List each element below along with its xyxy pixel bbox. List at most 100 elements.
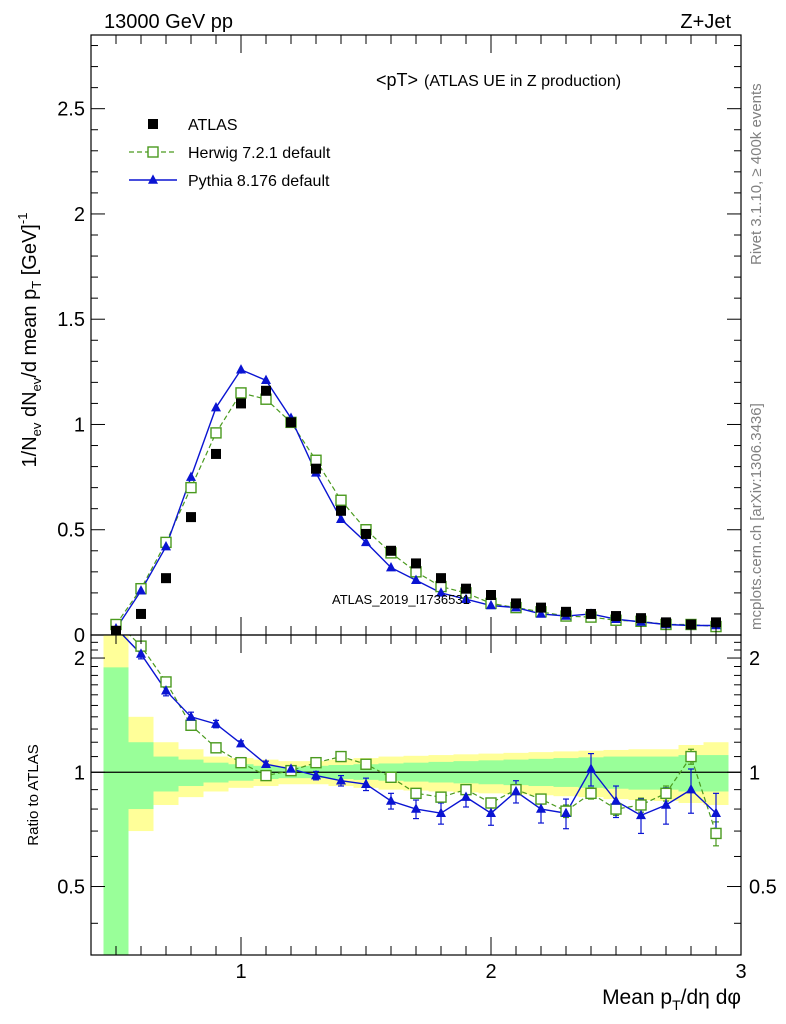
atlas-point (386, 545, 396, 556)
ratio-plot: 0.5 0.5 1 1 2 2 1 2 3 Ratio to ATLAS Mean pT/dη … (25, 634, 777, 1013)
pythia-point (336, 513, 346, 523)
ratio-y-tick-label: 1 (74, 762, 85, 784)
ratio-bands-layer (91, 635, 741, 955)
herwig-point (335, 750, 347, 763)
main-axes-layer: 0 0.5 1 1.5 2 2.5 (57, 35, 741, 647)
plot-title-main: <pT> (376, 70, 418, 90)
pythia-point (411, 574, 421, 585)
main-series-layer (110, 364, 722, 636)
pythia-point (361, 536, 371, 547)
ratio-band-inner (703, 755, 729, 792)
herwig-point (235, 756, 247, 769)
ratio-series-layer (121, 635, 722, 847)
pythia-point (486, 599, 496, 610)
pythia-point (161, 685, 171, 695)
pythia-point (411, 803, 421, 813)
pythia-point (436, 587, 446, 597)
herwig-point (360, 758, 372, 770)
plot-title: <pT> (ATLAS UE in Z production) (376, 70, 621, 90)
ratio-y-axis-label: Ratio to ATLAS (25, 744, 42, 845)
legend-atlas-marker (148, 119, 158, 129)
rivet-label: Rivet 3.1.10, ≥ 400k events (748, 83, 765, 265)
herwig-point (610, 803, 622, 815)
herwig-point (210, 742, 222, 754)
y-tick-label: 1.5 (57, 309, 85, 331)
atlas-point (561, 606, 571, 617)
herwig-point (260, 769, 272, 782)
plot-title-sub: (ATLAS UE in Z production) (424, 73, 621, 90)
x-tick-label: 3 (735, 961, 746, 983)
header-left-label: 13000 GeV pp (104, 11, 233, 33)
pythia-point (186, 471, 196, 481)
pythia-point (536, 608, 546, 618)
herwig-point (485, 797, 497, 809)
pythia-point (386, 795, 396, 805)
legend-label: Herwig 7.2.1 default (188, 145, 331, 162)
pythia-point (211, 718, 221, 728)
herwig-point (685, 750, 697, 763)
herwig-point (147, 146, 159, 158)
pythia-point (186, 711, 196, 721)
atlas-point (236, 398, 246, 409)
pythia-point (686, 784, 696, 794)
y-tick-label: 0.5 (57, 520, 85, 542)
pythia-point (611, 795, 621, 805)
ratio-axes-layer: 0.5 0.5 1 1 2 2 1 2 3 (57, 635, 777, 983)
legend: ATLAS Herwig 7.2.1 default Pythia 8.176 de… (129, 117, 331, 190)
atlas-point (461, 583, 471, 594)
pythia-point (136, 648, 146, 658)
atlas-point (486, 590, 496, 600)
herwig-point (335, 494, 347, 506)
main-y-axis-label: 1/Nev dNev/d mean pT [GeV]-1 (15, 213, 44, 468)
atlas-point (611, 611, 621, 622)
pythia-point (461, 791, 471, 801)
herwig-point (310, 756, 322, 769)
mcplots-label: mcplots.cern.ch [arXiv:1306.3436] (748, 403, 765, 630)
pythia-point (511, 785, 521, 796)
herwig-point (535, 793, 547, 805)
pythia-point (586, 763, 596, 773)
atlas-point (411, 558, 421, 569)
ratio-band-inner (153, 756, 179, 792)
atlas-point (336, 505, 346, 516)
pythia-point (286, 763, 296, 773)
herwig-point (210, 427, 222, 439)
herwig-point (235, 387, 247, 399)
herwig-point (585, 787, 597, 800)
atlas-point (136, 608, 146, 619)
herwig-point (410, 787, 422, 800)
herwig-point (710, 827, 722, 840)
pythia-point (386, 562, 396, 572)
pythia-point (361, 778, 371, 788)
header-right-label: Z+Jet (680, 11, 731, 33)
y-tick-label: 2 (74, 204, 85, 226)
main-plot: ATLAS_2019_I1736531 0 0.5 1 1.5 2 2.5 <pT> (A… (15, 34, 742, 647)
x-tick-label: 2 (485, 961, 496, 983)
atlas-point (261, 385, 271, 396)
pythia-point (486, 807, 496, 817)
pythia-point (636, 809, 646, 820)
ratio-y-tick-label-right: 2 (749, 648, 760, 670)
herwig-point (385, 771, 397, 783)
pythia-point (311, 769, 321, 780)
ratio-series-clip (121, 635, 722, 847)
pythia-point (236, 364, 246, 374)
x-axis-label-text: Mean pT/dη dφ (602, 986, 741, 1013)
atlas-point (311, 463, 321, 474)
legend-label: Pythia 8.176 default (188, 173, 330, 190)
pythia-point (336, 775, 346, 785)
pythia-line (115, 368, 716, 630)
atlas-point (536, 602, 546, 613)
legend-label: ATLAS (188, 117, 238, 134)
ratio-y-tick-label: 2 (74, 648, 85, 670)
ratio-band-inner (103, 667, 129, 955)
herwig-point (635, 799, 647, 811)
atlas-point (661, 617, 671, 628)
atlas-point (686, 619, 696, 630)
pythia-point (261, 374, 271, 385)
ratio-band-inner (628, 756, 654, 790)
pythia-point (536, 803, 546, 813)
y-tick-label: 2.5 (57, 99, 85, 121)
pythia-point (148, 174, 158, 184)
